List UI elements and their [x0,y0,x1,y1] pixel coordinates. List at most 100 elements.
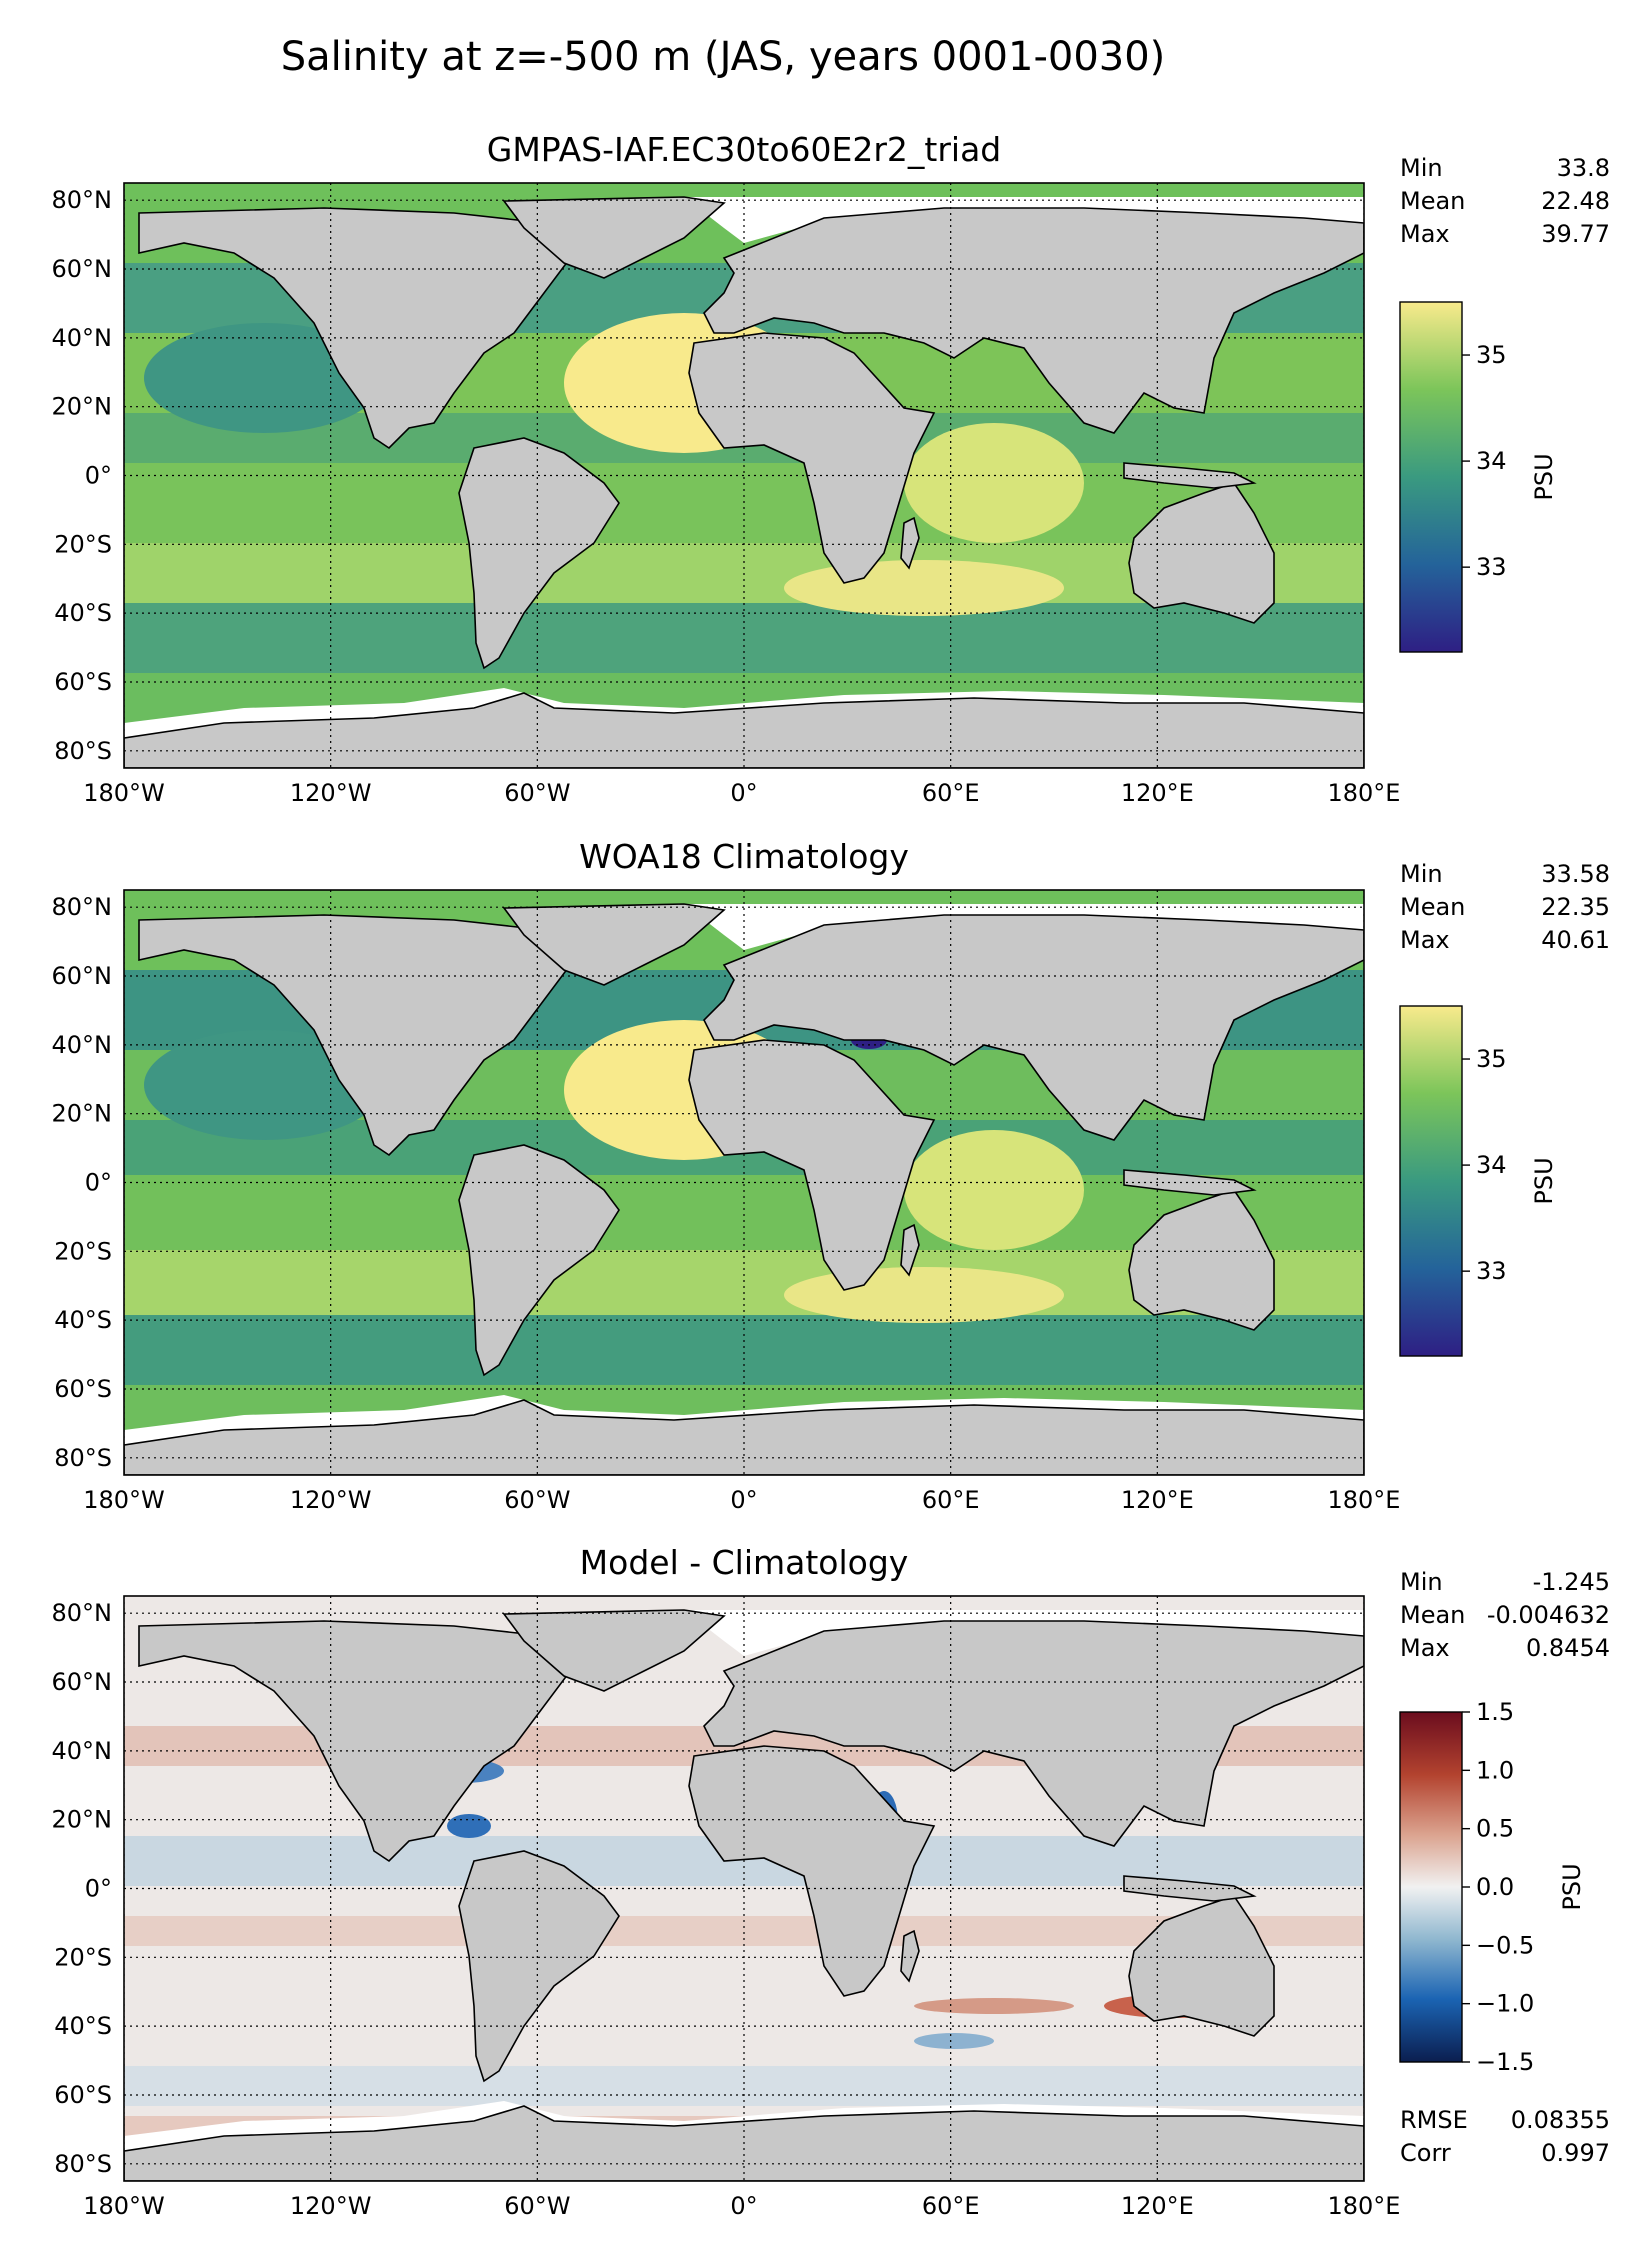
stat-label: Corr [1400,2139,1451,2167]
lon-tick-label: 60°E [922,1486,980,1514]
stat-value: 33.58 [1541,860,1610,888]
stat-label: Max [1400,926,1450,954]
lat-tick-label: 0° [85,462,112,490]
lat-tick-label: 80°S [54,1444,112,1472]
lon-tick-label: 120°E [1121,2192,1194,2220]
colorbar-tick-label: 34 [1476,447,1507,475]
map-area [124,1596,1364,2181]
lat-tick-label: 60°N [52,1668,113,1696]
colorbar-tick-label: 0.0 [1476,1873,1514,1901]
stat-label: Min [1400,154,1443,182]
lat-tick-label: 80°S [54,2150,112,2178]
lat-tick-label: 80°N [52,1599,113,1627]
southern-ocean-negative [914,2033,994,2049]
lat-tick-label: 60°S [54,668,112,696]
colorbar [1399,1711,1463,2063]
stat-label: Mean [1400,187,1465,215]
stat-value: 0.997 [1541,2139,1610,2167]
stat-value: -0.004632 [1487,1601,1610,1629]
stat-label: Min [1400,860,1443,888]
north-pacific-low-salinity [144,323,384,433]
colorbar [1399,301,1463,653]
map-area [124,183,1364,768]
lat-tick-label: 40°N [52,324,113,352]
indian-positive-band [914,1998,1074,2014]
lat-tick-label: 0° [85,1169,112,1197]
lat-tick-label: 40°S [54,599,112,627]
lat-tick-label: 40°S [54,1306,112,1334]
colorbar-tick-label: −0.5 [1476,1931,1534,1959]
lon-tick-label: 180°W [83,2192,165,2220]
stat-value: 39.77 [1541,220,1610,248]
colorbar-tick-label: 35 [1476,1045,1507,1073]
stat-value: 0.8454 [1526,1634,1610,1662]
colorbar-tick-label: 33 [1476,1257,1507,1285]
colorbar-tick-label: −1.0 [1476,1990,1534,2018]
colorbar [1399,1005,1463,1357]
gridlines [124,1596,1364,2181]
lat-tick-label: 40°N [52,1737,113,1765]
colorbar-tick-label: 1.0 [1476,1756,1514,1784]
lon-tick-label: 120°W [290,2192,372,2220]
stat-value: 0.08355 [1511,2106,1610,2134]
panel-title: Model - Climatology [580,1543,909,1582]
lat-tick-label: 60°S [54,1375,112,1403]
lon-tick-label: 60°W [504,2192,570,2220]
lon-tick-label: 60°E [922,2192,980,2220]
stat-value: -1.245 [1533,1568,1610,1596]
colorbar-tick-label: −1.5 [1476,2048,1534,2076]
panel-3: Model - Climatology 80°N 60°N 40°N 20°N 0° 20°… [52,1543,1611,2220]
lat-tick-label: 20°N [52,1100,113,1128]
colorbar-tick-label: 34 [1476,1151,1507,1179]
lon-tick-label: 0° [730,779,757,807]
lon-tick-label: 180°W [83,779,165,807]
lon-tick-label: 120°W [290,779,372,807]
lat-tick-label: 80°S [54,737,112,765]
lat-tick-label: 0° [85,1875,112,1903]
map-area [124,890,1364,1475]
salinity-band [124,603,1364,673]
lon-tick-label: 180°E [1328,779,1401,807]
salinity-band [124,1315,1364,1385]
colorbar-label: PSU [1558,1863,1586,1910]
stat-value: 40.61 [1541,926,1610,954]
indian-south-high-salinity [784,560,1064,616]
difference-band [124,2066,1364,2106]
caribbean-negative [447,1814,491,1838]
lat-tick-label: 60°S [54,2081,112,2109]
lon-tick-label: 180°E [1328,2192,1401,2220]
indian-high-salinity [904,1130,1084,1250]
gridlines [124,183,1364,768]
colorbar-tick-label: 1.5 [1476,1698,1514,1726]
indian-high-salinity [904,423,1084,543]
map-frame [123,182,1365,769]
panel-2: WOA18 Climatology 80°N 60°N 40°N 20°N 0° 20°S 4… [52,837,1611,1514]
lon-tick-label: 180°E [1328,1486,1401,1514]
lat-tick-label: 20°S [54,1943,112,1971]
lon-tick-label: 180°W [83,1486,165,1514]
panel-title: WOA18 Climatology [579,837,909,876]
lon-tick-label: 60°W [504,1486,570,1514]
gridlines [124,890,1364,1475]
lon-tick-label: 120°E [1121,779,1194,807]
lon-tick-label: 60°W [504,779,570,807]
lat-tick-label: 80°N [52,186,113,214]
lon-tick-label: 120°E [1121,1486,1194,1514]
stat-value: 22.48 [1541,187,1610,215]
stat-label: Max [1400,1634,1450,1662]
colorbar-tick-label: 33 [1476,553,1507,581]
lat-tick-label: 60°N [52,962,113,990]
lon-tick-label: 0° [730,1486,757,1514]
colorbar-tick-label: 0.5 [1476,1815,1514,1843]
lon-tick-label: 120°W [290,1486,372,1514]
lat-tick-label: 40°N [52,1031,113,1059]
colorbar-label: PSU [1530,453,1558,500]
colorbar-tick-label: 35 [1476,341,1507,369]
lat-tick-label: 20°S [54,1237,112,1265]
map-frame [123,1595,1365,2182]
lat-tick-label: 20°S [54,530,112,558]
lat-tick-label: 40°S [54,2012,112,2040]
map-frame [123,889,1365,1476]
stat-label: Max [1400,220,1450,248]
